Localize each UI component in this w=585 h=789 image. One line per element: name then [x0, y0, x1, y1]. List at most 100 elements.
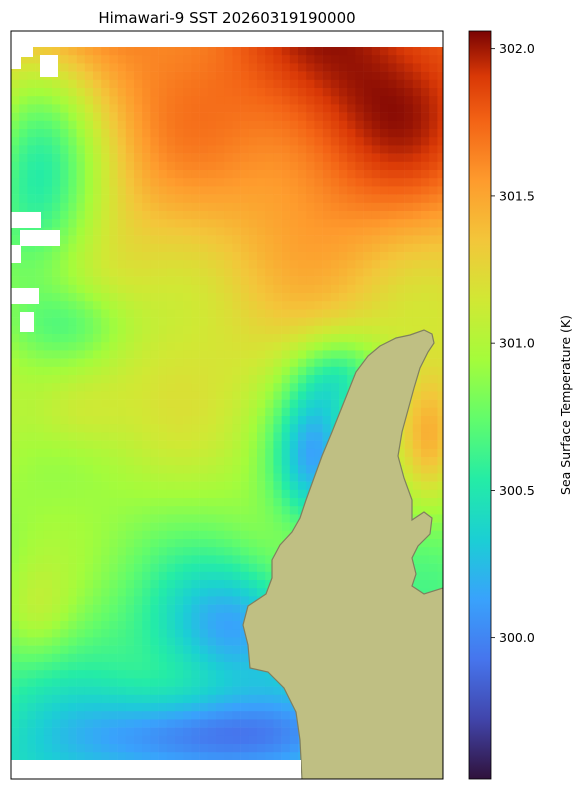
sst-cell: [371, 260, 381, 269]
sst-cell: [150, 678, 159, 687]
sst-cell: [142, 153, 151, 163]
sst-cell: [183, 284, 192, 294]
sst-cell: [35, 88, 45, 97]
sst-cell: [84, 678, 94, 687]
sst-cell: [183, 629, 192, 638]
sst-cell: [216, 440, 225, 450]
sst-cell: [125, 465, 135, 474]
sst-cell: [175, 227, 184, 236]
sst-cell: [199, 694, 209, 704]
sst-cell: [191, 71, 200, 81]
sst-cell: [93, 752, 102, 761]
sst-cell: [109, 465, 118, 474]
sst-cell: [175, 293, 184, 302]
sst-cell: [207, 268, 217, 277]
sst-cell: [93, 342, 102, 351]
sst-cell: [175, 194, 184, 204]
sst-cell: [125, 407, 135, 417]
sst-cell: [371, 170, 381, 179]
sst-cell: [35, 178, 45, 187]
sst-cell: [281, 457, 291, 466]
sst-cell: [166, 63, 176, 72]
sst-cell: [150, 145, 159, 154]
sst-cell: [207, 481, 217, 491]
sst-cell: [35, 719, 45, 728]
sst-cell: [289, 744, 299, 753]
sst-cell: [84, 629, 94, 638]
sst-cell: [125, 71, 135, 81]
sst-cell: [429, 325, 438, 335]
sst-cell: [314, 457, 323, 466]
sst-cell: [76, 481, 86, 491]
sst-cell: [101, 637, 110, 646]
sst-cell: [437, 268, 443, 277]
sst-cell: [117, 563, 127, 573]
sst-cell: [306, 457, 315, 466]
sst-cell: [330, 47, 340, 56]
sst-cell: [330, 88, 340, 97]
sst-cell: [117, 104, 127, 113]
sst-cell: [355, 260, 364, 269]
sst-cell: [289, 719, 299, 728]
sst-cell: [306, 252, 315, 261]
sst-cell: [224, 186, 233, 195]
sst-cell: [281, 120, 291, 130]
sst-cell: [175, 334, 184, 343]
sst-cell: [224, 104, 233, 113]
sst-cell: [421, 55, 430, 64]
sst-cell: [224, 260, 233, 269]
sst-cell: [322, 153, 332, 163]
sst-cell: [265, 325, 274, 335]
sst-cell: [298, 407, 307, 417]
sst-cell: [281, 96, 291, 105]
sst-cell: [347, 317, 356, 327]
sst-cell: [421, 399, 430, 409]
sst-cell: [27, 596, 36, 605]
sst-cell: [93, 621, 102, 630]
sst-cell: [52, 145, 61, 154]
sst-cell: [199, 211, 209, 220]
sst-cell: [166, 416, 176, 425]
sst-cell: [355, 219, 364, 228]
sst-cell: [191, 719, 200, 728]
sst-cell: [60, 342, 69, 351]
sst-cell: [314, 88, 323, 97]
sst-cell: [224, 440, 233, 450]
sst-cell: [265, 703, 274, 712]
sst-cell: [281, 309, 291, 318]
sst-cell: [68, 202, 77, 212]
sst-cell: [273, 137, 282, 146]
sst-cell: [35, 563, 45, 573]
sst-cell: [166, 735, 176, 745]
sst-cell: [437, 489, 443, 499]
sst-cell: [265, 309, 274, 318]
sst-cell: [19, 342, 28, 351]
sst-cell: [43, 252, 53, 261]
sst-cell: [257, 703, 266, 712]
sst-cell: [371, 129, 381, 138]
sst-cell: [371, 112, 381, 122]
sst-cell: [52, 498, 61, 507]
sst-cell: [166, 448, 176, 458]
sst-cell: [142, 547, 151, 556]
sst-cell: [52, 670, 61, 679]
sst-cell: [27, 612, 36, 622]
sst-cell: [125, 694, 135, 704]
sst-cell: [68, 440, 77, 450]
sst-cell: [158, 473, 168, 482]
sst-cell: [396, 104, 405, 113]
sst-cell: [199, 604, 209, 614]
sst-cell: [248, 211, 258, 220]
sst-cell: [68, 571, 77, 581]
sst-cell: [43, 211, 53, 220]
sst-cell: [158, 580, 168, 589]
sst-cell: [166, 711, 176, 720]
sst-cell: [306, 227, 315, 236]
sst-cell: [363, 47, 373, 56]
sst-cell: [314, 202, 323, 212]
sst-cell: [175, 506, 184, 515]
sst-cell: [257, 465, 266, 474]
sst-cell: [109, 153, 118, 163]
sst-cell: [68, 211, 77, 220]
sst-cell: [298, 129, 307, 138]
